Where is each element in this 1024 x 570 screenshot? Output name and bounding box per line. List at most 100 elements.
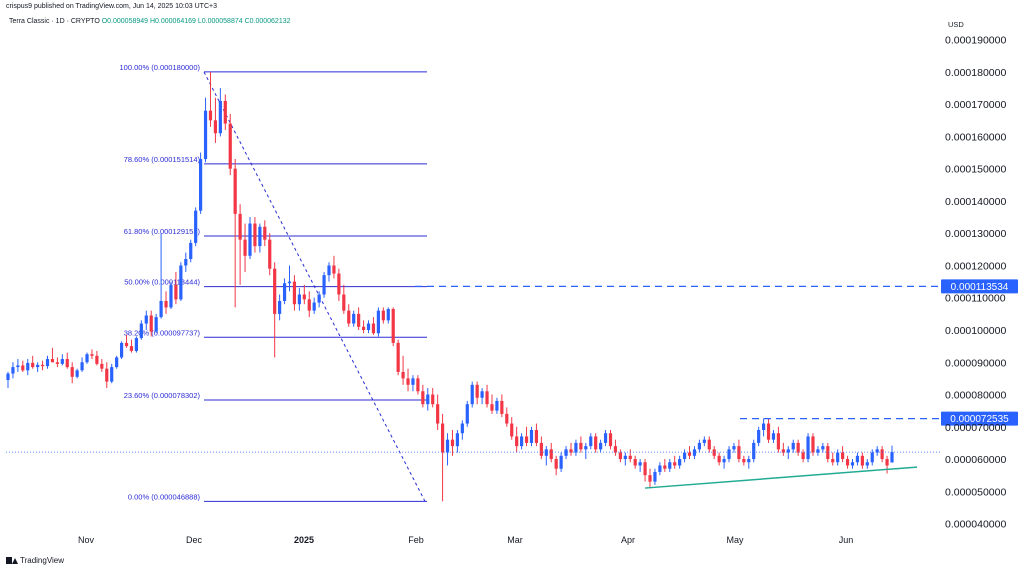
candle-body bbox=[653, 471, 657, 482]
candle bbox=[623, 452, 627, 466]
candle-body bbox=[119, 342, 124, 358]
candle-body bbox=[757, 430, 761, 443]
candle-body bbox=[658, 465, 662, 472]
candle-body bbox=[841, 452, 845, 460]
price-tick-label: 0.000160000 bbox=[945, 131, 1006, 143]
candle-body bbox=[668, 462, 672, 469]
candle-body bbox=[322, 275, 326, 295]
fib-level-label: 78.60% (0.000151514) bbox=[124, 155, 201, 164]
candle-body bbox=[124, 342, 129, 347]
candle-body bbox=[603, 433, 608, 443]
candle-body bbox=[678, 459, 682, 466]
candle-body bbox=[401, 371, 405, 379]
candle bbox=[45, 355, 50, 369]
candle-body bbox=[692, 449, 697, 456]
candle bbox=[480, 388, 484, 405]
candle-body bbox=[80, 362, 84, 371]
candle bbox=[490, 394, 494, 414]
candle bbox=[757, 426, 761, 447]
candle-body bbox=[875, 449, 879, 453]
candle-body bbox=[11, 367, 15, 374]
candle bbox=[228, 113, 232, 176]
candle-body bbox=[361, 326, 366, 330]
candle-body bbox=[273, 268, 277, 314]
candle bbox=[465, 400, 469, 427]
candle-body bbox=[297, 294, 301, 305]
candle-body bbox=[203, 110, 208, 160]
candle-body bbox=[16, 365, 20, 368]
candle-body bbox=[880, 449, 884, 460]
price-axis[interactable]: 0.000040000 0.000050000 0.000060000 0.00007… bbox=[945, 35, 1006, 531]
candle-body bbox=[727, 449, 731, 460]
fib-level-label: 50.00% (0.000113444) bbox=[124, 278, 200, 287]
candle bbox=[416, 375, 420, 395]
candle-body bbox=[554, 459, 558, 469]
candle-body bbox=[594, 436, 598, 450]
candle bbox=[174, 271, 178, 305]
fib-level-label: 0.00% (0.000046888) bbox=[128, 492, 201, 501]
candle-body bbox=[643, 462, 647, 476]
fibonacci-retracement[interactable]: 100.00% (0.000180000) 78.60% (0.000151514… bbox=[120, 63, 427, 502]
time-tick-label: Apr bbox=[621, 535, 635, 545]
candle bbox=[510, 417, 514, 440]
candle bbox=[361, 320, 366, 334]
candle-body bbox=[292, 281, 297, 305]
time-axis[interactable]: Nov Dec 2025 Feb Mar Apr May Jun bbox=[78, 535, 853, 545]
candle bbox=[366, 320, 371, 334]
candle-body bbox=[332, 265, 336, 274]
candle bbox=[110, 363, 114, 384]
candle-body bbox=[485, 391, 489, 405]
candle bbox=[129, 339, 134, 353]
candle-body bbox=[36, 364, 40, 368]
candle bbox=[278, 294, 282, 321]
candle bbox=[559, 452, 563, 472]
candle-body bbox=[65, 359, 69, 368]
candle bbox=[450, 430, 455, 456]
candle-body bbox=[539, 442, 543, 456]
candle-body bbox=[885, 459, 889, 466]
candle bbox=[90, 349, 94, 360]
candle bbox=[75, 368, 79, 379]
candle-body bbox=[208, 110, 213, 121]
candle bbox=[263, 220, 267, 247]
candle bbox=[268, 233, 272, 276]
candle bbox=[396, 339, 400, 376]
candle bbox=[11, 362, 15, 379]
candle-body bbox=[589, 436, 593, 447]
candle bbox=[445, 433, 450, 466]
candle-body bbox=[465, 404, 469, 424]
candle-body bbox=[312, 302, 316, 311]
price-tick-label: 0.000190000 bbox=[945, 35, 1006, 47]
ohlc-values: O0.000058949 H0.000064169 L0.000058874 C… bbox=[101, 18, 291, 25]
candle-body bbox=[737, 446, 741, 460]
candle bbox=[727, 446, 731, 463]
candle bbox=[653, 468, 657, 485]
candle-body bbox=[189, 242, 193, 260]
support-trendline[interactable] bbox=[644, 466, 918, 489]
candle-body bbox=[164, 300, 168, 308]
price-tick-label: 0.000050000 bbox=[945, 486, 1006, 498]
candle bbox=[213, 97, 218, 143]
time-tick-label: Mar bbox=[507, 535, 523, 545]
candle bbox=[796, 439, 800, 456]
candle-body bbox=[302, 294, 306, 300]
candle-body bbox=[771, 433, 776, 440]
candle bbox=[554, 455, 558, 476]
footer: TradingView bbox=[6, 556, 64, 565]
candle bbox=[238, 204, 242, 285]
candle bbox=[460, 420, 464, 440]
price-badge bbox=[941, 411, 1018, 426]
candle bbox=[761, 418, 766, 437]
candle bbox=[613, 439, 618, 456]
candle-body bbox=[40, 364, 45, 367]
candle bbox=[36, 362, 40, 372]
price-tick-label: 0.000070000 bbox=[945, 422, 1006, 434]
candle-body bbox=[638, 462, 642, 466]
candle bbox=[811, 433, 815, 456]
candle bbox=[371, 317, 376, 335]
candle-body bbox=[357, 313, 361, 327]
candle-body bbox=[712, 449, 716, 456]
candle-body bbox=[490, 404, 494, 411]
candle-body bbox=[816, 449, 820, 453]
